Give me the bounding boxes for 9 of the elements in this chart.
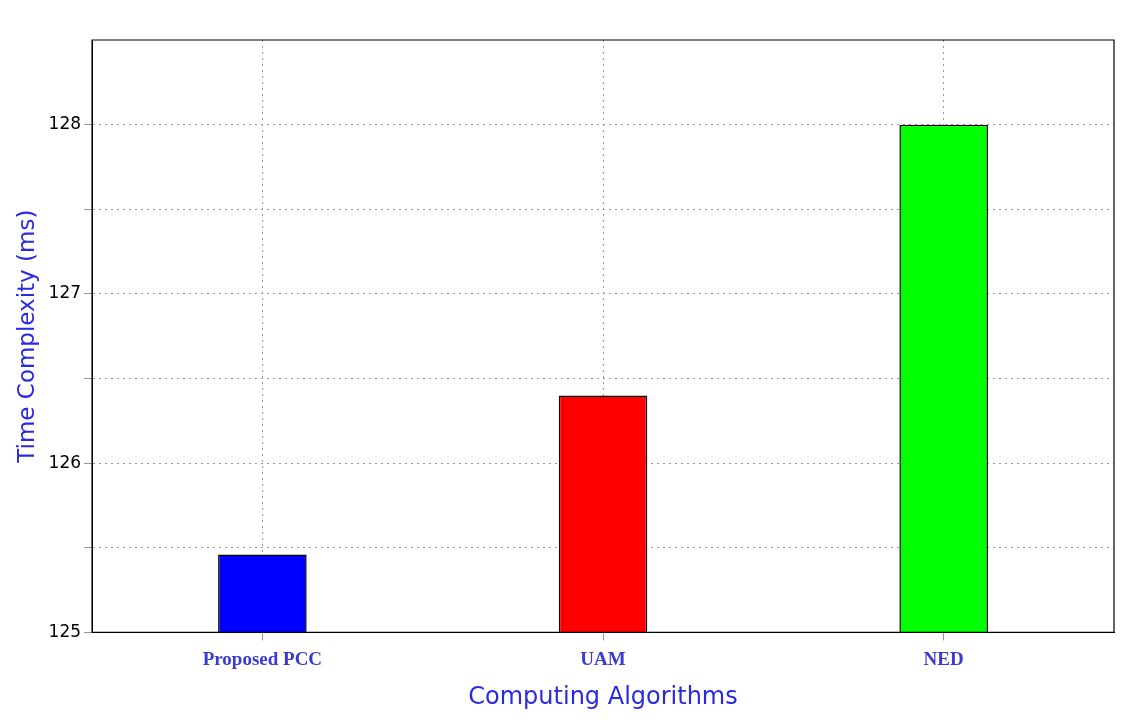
y-tick-label: 125 (48, 620, 82, 641)
y-tick-label: 127 (48, 282, 82, 303)
x-tick-label: NED (923, 647, 964, 669)
x-tick-label: Proposed PCC (202, 647, 323, 669)
y-axis-title: Time Complexity (ms) (12, 209, 39, 464)
x-axis-title: Computing Algorithms (468, 681, 738, 710)
y-tick-label: 126 (48, 451, 82, 472)
y-tick-label: 128 (48, 113, 82, 134)
x-tick-label: UAM (580, 647, 626, 669)
